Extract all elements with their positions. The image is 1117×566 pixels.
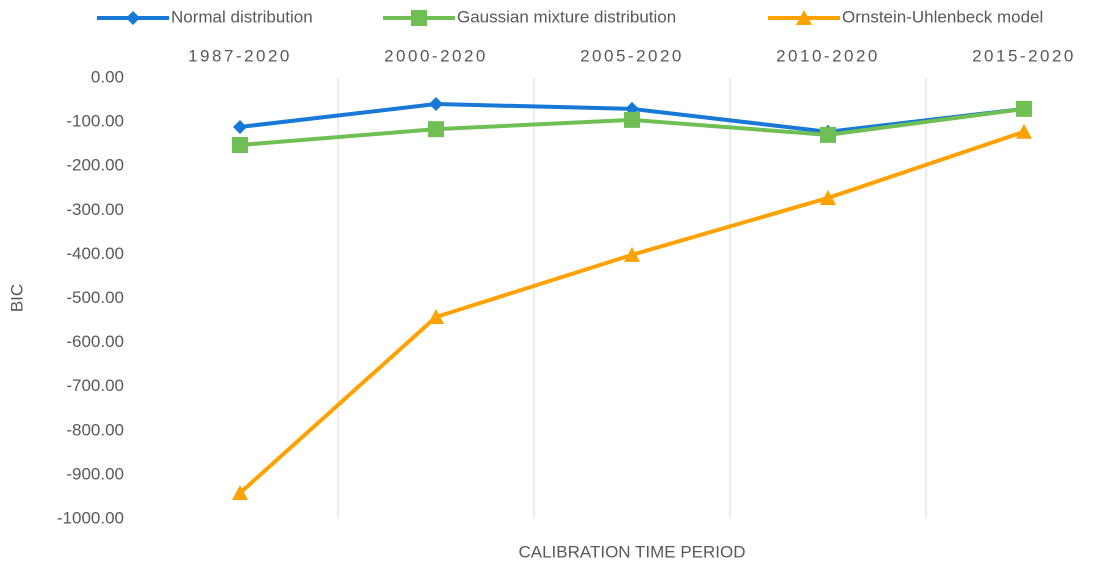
- data-point: [820, 126, 836, 143]
- data-point: [429, 97, 443, 112]
- data-point: [428, 121, 444, 138]
- y-tick-label: -100.00: [66, 112, 124, 131]
- y-axis-title: BIC: [7, 284, 26, 312]
- x-tick-label: 1987-2020: [188, 46, 292, 65]
- legend-label: Normal distribution: [171, 7, 313, 26]
- legend-label: Ornstein-Uhlenbeck model: [842, 7, 1043, 26]
- y-tick-label: -700.00: [66, 376, 124, 395]
- y-tick-label: -900.00: [66, 464, 124, 483]
- data-point: [232, 484, 248, 500]
- x-axis-title: CALIBRATION TIME PERIOD: [518, 542, 745, 561]
- y-tick-label: -600.00: [66, 332, 124, 351]
- data-point: [428, 309, 444, 325]
- y-tick-label: -400.00: [66, 244, 124, 263]
- x-tick-label: 2005-2020: [580, 46, 684, 65]
- y-tick-label: -1000.00: [57, 508, 124, 527]
- x-tick-label: 2015-2020: [972, 46, 1076, 65]
- data-point: [624, 246, 640, 262]
- legend-marker: [411, 10, 427, 26]
- y-tick-label: -500.00: [66, 288, 124, 307]
- data-point: [233, 119, 247, 134]
- y-tick-label: -200.00: [66, 156, 124, 175]
- y-tick-label: -300.00: [66, 200, 124, 219]
- data-point: [624, 111, 640, 128]
- data-point: [820, 189, 836, 205]
- data-point: [232, 137, 248, 154]
- legend-marker: [126, 11, 140, 25]
- x-tick-label: 2000-2020: [384, 46, 488, 65]
- y-tick-label: -800.00: [66, 420, 124, 439]
- legend-marker: [796, 10, 812, 25]
- data-point: [1016, 123, 1032, 139]
- x-tick-label: 2010-2020: [776, 46, 880, 65]
- legend-label: Gaussian mixture distribution: [457, 7, 676, 26]
- series-line: [238, 129, 1025, 495]
- y-tick-label: 0.00: [91, 67, 124, 86]
- data-point: [1016, 100, 1032, 117]
